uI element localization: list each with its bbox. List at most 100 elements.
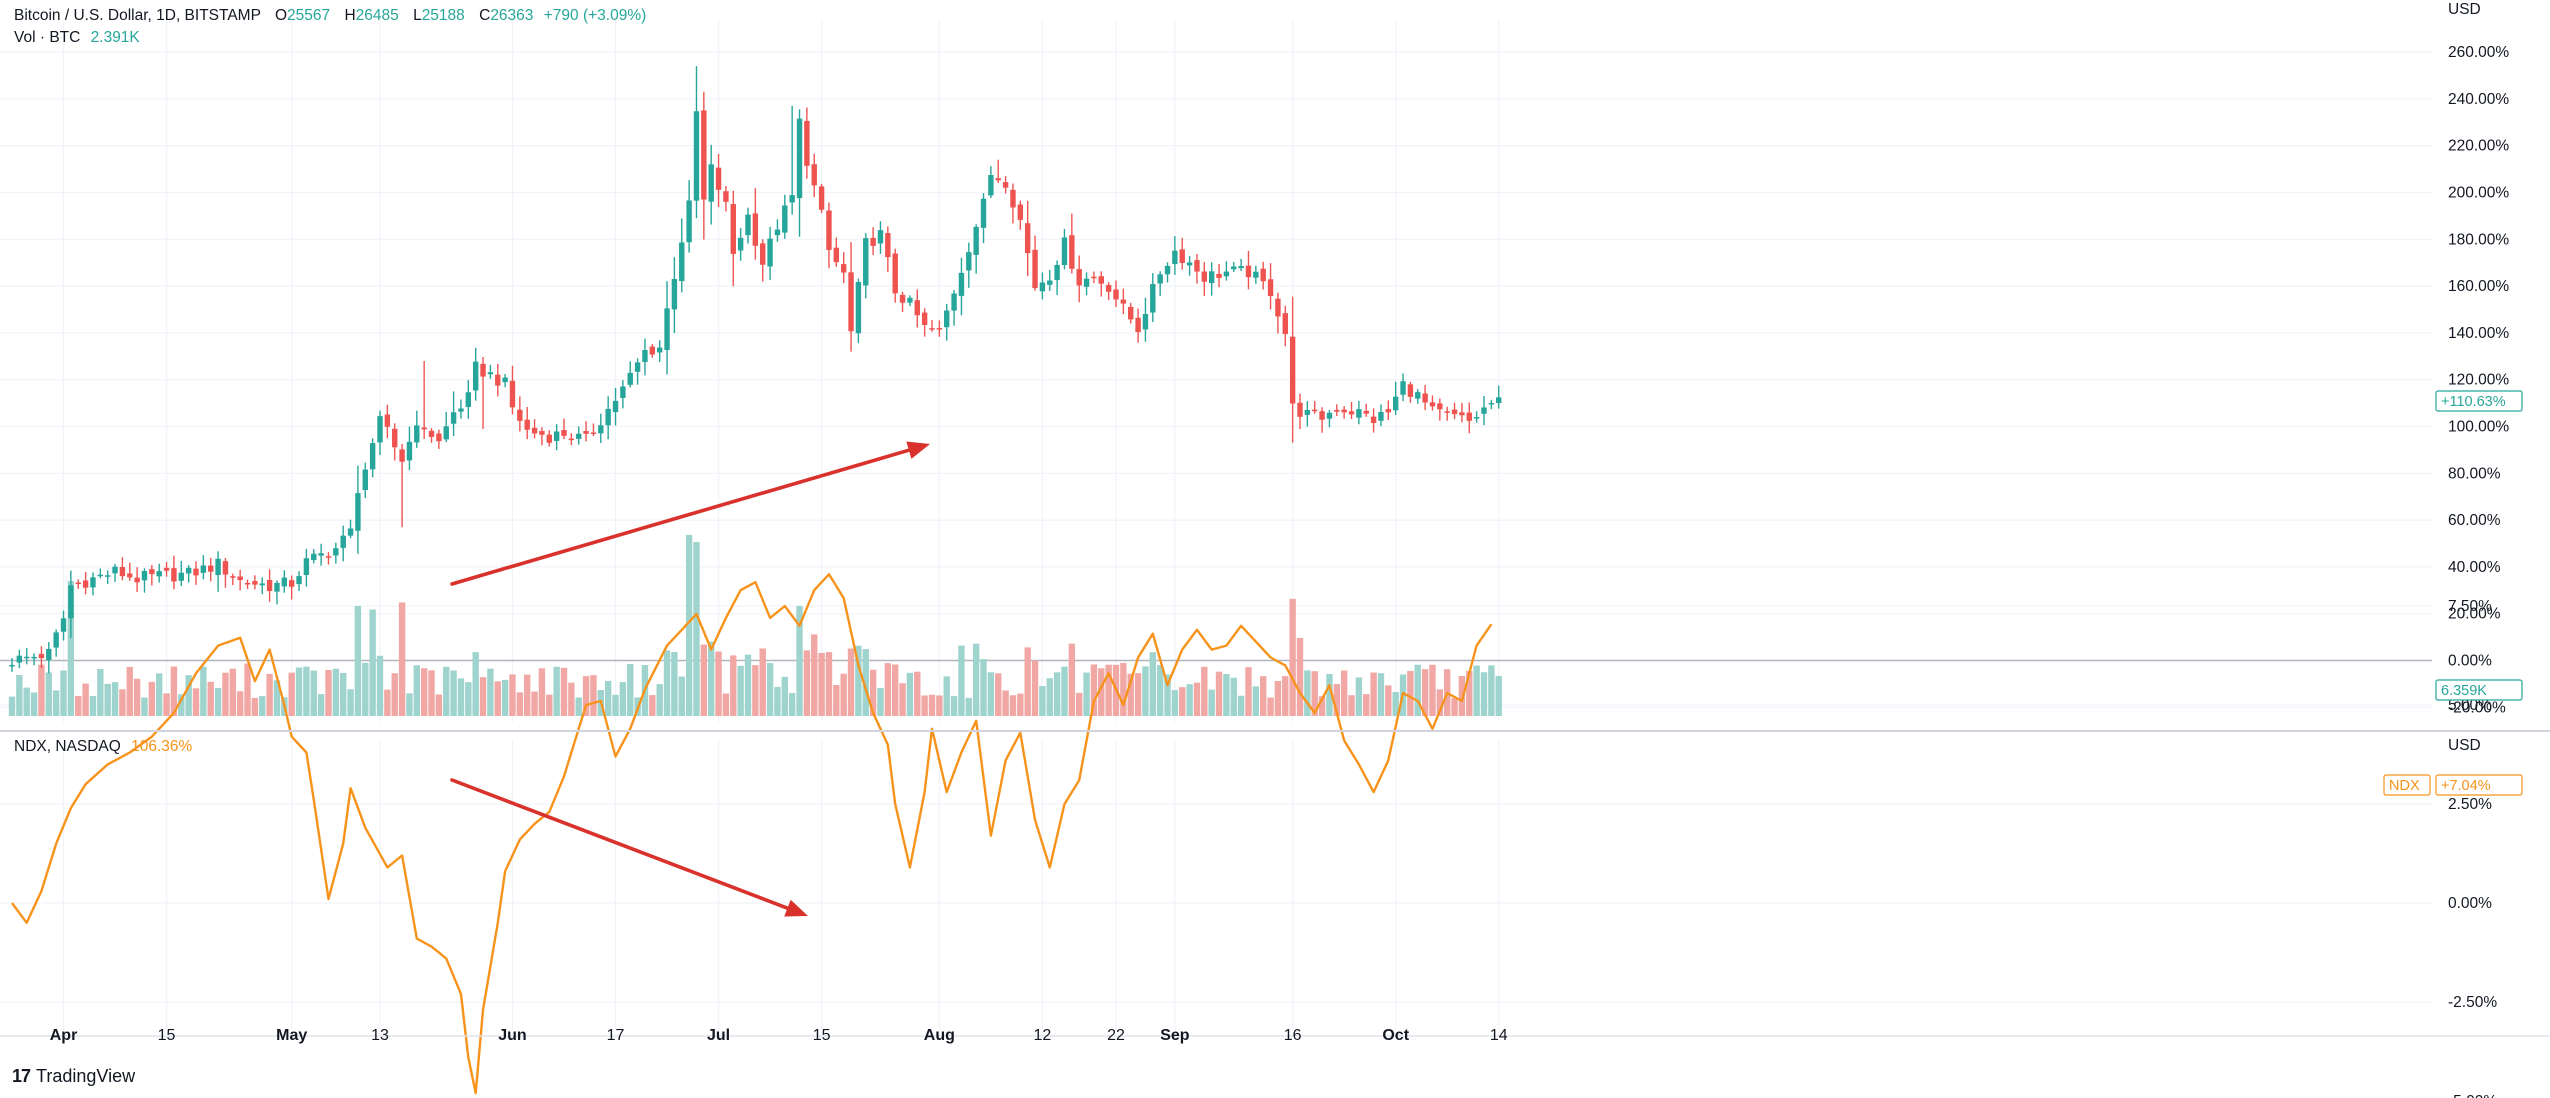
volume-bar [766, 663, 774, 716]
candle-body [590, 432, 597, 434]
volume-bar [774, 686, 781, 716]
ndx-value: 106.36% [131, 738, 193, 755]
volume-bar [1421, 669, 1429, 716]
candle-body [921, 312, 928, 325]
volume-bar [958, 645, 965, 716]
candle-body [656, 347, 663, 353]
candle-body [1047, 280, 1053, 285]
volume-bar [921, 695, 928, 716]
volume-bar [97, 668, 104, 716]
candle-body [833, 247, 840, 263]
volume-bar [855, 645, 862, 716]
y-tick-label: 2.50% [2448, 796, 2492, 813]
volume-bar [1385, 685, 1392, 716]
volume-bar [1223, 674, 1230, 716]
candle-body [1319, 411, 1325, 420]
volume-bar [52, 690, 60, 716]
candle-body [1282, 313, 1288, 335]
volume-bar [862, 649, 869, 716]
y-tick-label: 100.00% [2448, 419, 2509, 436]
volume-bar [288, 672, 295, 716]
candle-body [708, 164, 714, 202]
y-tick-label: -20.00% [2448, 699, 2506, 716]
volume-bar [310, 670, 317, 716]
main-legend: Bitcoin / U.S. Dollar, 1D, BITSTAMP O255… [14, 8, 646, 24]
candle-body [848, 272, 854, 332]
volume-bar [457, 678, 465, 716]
y-tick-label: 160.00% [2448, 278, 2509, 295]
candle-body [1253, 271, 1259, 278]
volume-bar [788, 693, 796, 716]
y-tick-label: 5.00% [2448, 697, 2492, 714]
candle-body [392, 428, 398, 448]
volume-bar [1392, 691, 1399, 716]
volume-bar [700, 644, 708, 716]
candle-body [1002, 182, 1009, 188]
volume-bar [192, 688, 200, 716]
candle-body [877, 230, 884, 244]
volume-bar [1201, 666, 1208, 716]
candle-body [1128, 306, 1134, 320]
candle-body [185, 567, 192, 574]
volume-bar [752, 665, 759, 716]
volume-bar [273, 680, 281, 716]
candle-body [561, 430, 567, 436]
candle-body [1488, 402, 1495, 405]
volume-label[interactable]: Vol · BTC [14, 29, 81, 46]
candle-body [1157, 274, 1163, 284]
candle-body [1216, 273, 1222, 278]
volume-bar [950, 696, 958, 716]
candle-body [1459, 412, 1465, 416]
volume-bar [582, 676, 590, 716]
volume-bar [1451, 698, 1458, 716]
candle-body [1017, 204, 1024, 220]
volume-bar [126, 666, 133, 716]
candle-body [1231, 266, 1237, 270]
candle-body [1267, 279, 1274, 297]
volume-bar [1333, 683, 1340, 716]
candle-body [1348, 411, 1355, 415]
candle-body [1481, 407, 1487, 414]
x-tick-label: Aug [924, 1027, 955, 1044]
volume-bar [185, 675, 192, 716]
tradingview-logo[interactable]: 17 TradingView [12, 1066, 135, 1087]
currency-label: USD [2448, 1, 2481, 18]
candle-body [796, 118, 803, 199]
candle-body [907, 297, 913, 303]
btc-uptrend-arrow [450, 448, 911, 586]
candle-body [399, 449, 405, 462]
volume-bar [1017, 693, 1024, 716]
volume-bar [82, 683, 89, 716]
volume-bar [693, 542, 700, 716]
candle-body [1370, 416, 1377, 424]
candle-body [752, 213, 759, 246]
candle-body [1473, 417, 1480, 419]
y-tick-label: 180.00% [2448, 231, 2509, 248]
ndx-symbol-label[interactable]: NDX, NASDAQ [14, 738, 121, 755]
volume-bar [384, 689, 391, 716]
volume-bar [972, 643, 980, 716]
candle-body [958, 272, 965, 296]
volume-bar [1149, 652, 1156, 716]
candle-body [576, 433, 582, 439]
candle-body [1032, 249, 1038, 289]
candle-body [760, 243, 766, 265]
currency-label: USD [2448, 737, 2481, 754]
volume-bar [906, 672, 914, 716]
tradingview-logo-icon: 17 [12, 1066, 31, 1086]
volume-bar [1053, 672, 1061, 716]
volume-bar [1068, 643, 1076, 716]
volume-bar [420, 668, 428, 716]
candle-body [1186, 262, 1193, 266]
candle-body [1289, 336, 1296, 404]
volume-bar [575, 697, 582, 716]
brand-label: TradingView [36, 1066, 136, 1086]
symbol-label[interactable]: Bitcoin / U.S. Dollar, 1D, BITSTAMP [14, 7, 261, 24]
x-tick-label: Oct [1382, 1027, 1409, 1044]
volume-bar [1488, 665, 1495, 716]
candle-body [274, 582, 280, 592]
volume-bar [1002, 690, 1009, 716]
volume-bar [501, 679, 509, 716]
